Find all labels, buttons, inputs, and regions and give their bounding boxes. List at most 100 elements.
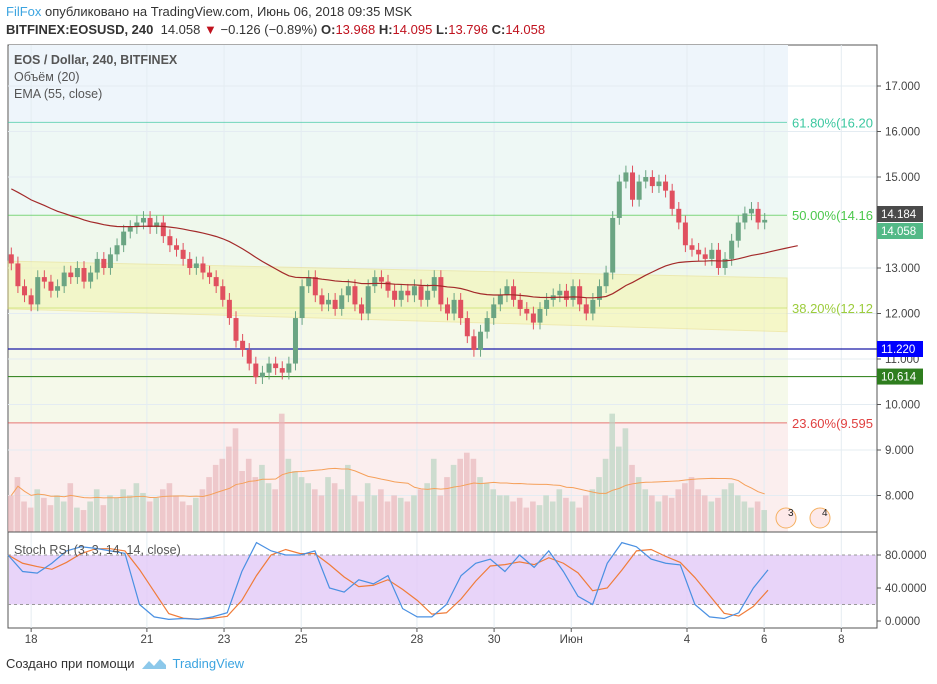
candle: [207, 265, 213, 284]
volume-bar: [497, 495, 503, 532]
candle-body: [160, 222, 166, 237]
candle-body: [464, 318, 470, 337]
date-tick-label: 21: [140, 634, 153, 646]
fib-label: 23.60%(9.595: [792, 416, 873, 431]
volume-legend[interactable]: Объём (20): [14, 70, 80, 84]
volume-bar: [153, 497, 159, 532]
volume-bar: [120, 489, 126, 532]
candle: [544, 293, 550, 316]
volume-bar: [93, 489, 100, 532]
price-tick-label: 15.000: [885, 172, 920, 184]
candle-body: [134, 222, 140, 228]
volume-bar: [285, 458, 292, 532]
candle: [372, 270, 378, 294]
candle-body: [583, 304, 589, 314]
candle-body: [570, 286, 576, 300]
close-label: C:: [491, 22, 506, 37]
event-flag-icon: [775, 507, 797, 529]
volume-bar: [113, 497, 120, 532]
candle: [147, 211, 153, 234]
volume-bar: [140, 492, 146, 532]
candle: [577, 279, 583, 312]
volume-bar: [569, 501, 576, 532]
stoch-tick-label: 40.0000: [885, 583, 927, 595]
stoch-tick-label: 0.0000: [885, 616, 920, 628]
candle: [755, 202, 761, 230]
candle: [616, 174, 622, 225]
volume-bar: [391, 495, 397, 532]
volume-bar: [21, 501, 27, 532]
candle: [286, 356, 292, 380]
candle: [167, 229, 173, 253]
candle-body: [577, 286, 583, 305]
volume-bar: [100, 505, 107, 532]
candle: [425, 283, 431, 307]
date-tick-label: 23: [218, 634, 231, 646]
volume-bar: [715, 497, 721, 532]
volume-bar: [173, 495, 179, 532]
candle: [464, 311, 470, 344]
candle-body: [676, 208, 682, 223]
candle: [398, 283, 404, 307]
candle: [557, 283, 563, 303]
volume-bar: [490, 489, 497, 532]
candle-body: [729, 240, 735, 259]
volume-bar: [259, 464, 265, 532]
volume-bar: [701, 495, 708, 532]
author-link[interactable]: FilFox: [6, 4, 42, 19]
candle-body: [180, 249, 186, 259]
candle-body: [689, 245, 695, 250]
candle-body: [81, 268, 87, 282]
volume-bar: [8, 495, 14, 532]
price-tick-label: 16.000: [885, 127, 920, 139]
candle: [187, 252, 193, 275]
volume-bar: [199, 489, 206, 532]
price-tick-label: 13.000: [885, 263, 920, 275]
ema-legend[interactable]: EMA (55, close): [14, 87, 103, 101]
candle: [504, 279, 510, 303]
price-label-text: 14.058: [881, 226, 916, 238]
candle-body: [471, 336, 477, 350]
series-legend[interactable]: EOS / Dollar, 240, BITFINEX: [14, 53, 178, 67]
volume-bar: [649, 495, 655, 532]
candle: [696, 242, 702, 262]
candle-body: [365, 286, 371, 314]
volume-bar: [206, 477, 212, 532]
volume-bar: [424, 483, 430, 532]
candle: [246, 343, 252, 371]
volume-bar: [622, 428, 629, 532]
candle-body: [48, 281, 54, 291]
volume-bar: [695, 489, 701, 532]
volume-bar: [549, 501, 556, 532]
event-count: 4: [822, 508, 828, 519]
candle-body: [669, 190, 675, 209]
candle: [180, 242, 186, 266]
volume-bar: [662, 495, 668, 532]
candle: [517, 293, 523, 316]
candle-body: [266, 363, 272, 373]
volume-bar: [305, 483, 311, 532]
candle-body: [74, 268, 80, 278]
candle-body: [207, 272, 213, 278]
volume-bar: [602, 458, 609, 532]
candle-body: [41, 277, 47, 282]
volume-bar: [245, 458, 252, 532]
candle: [596, 279, 602, 307]
candle-body: [682, 222, 688, 246]
volume-bar: [642, 489, 649, 532]
volume-bar: [437, 495, 444, 532]
volume-bar: [278, 413, 285, 532]
volume-bar: [146, 501, 153, 532]
tradingview-link[interactable]: TradingView: [172, 656, 245, 671]
stoch-legend[interactable]: Stoch RSI (3, 3, 14, 14, close): [14, 543, 181, 557]
candle: [405, 283, 411, 303]
candle-body: [411, 286, 417, 296]
volume-bar: [543, 495, 549, 532]
candle: [233, 311, 239, 348]
candle-body: [319, 295, 325, 305]
volume-bar: [761, 510, 767, 532]
candle-body: [398, 290, 404, 300]
symbol-header: BITFINEX:EOSUSD, 240 14.058 ▼ −0.126 (−0…: [6, 22, 545, 37]
candle-body: [61, 272, 67, 287]
